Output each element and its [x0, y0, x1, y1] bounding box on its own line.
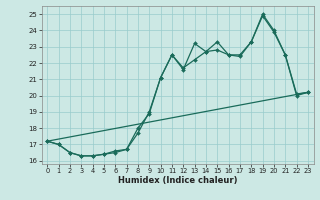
X-axis label: Humidex (Indice chaleur): Humidex (Indice chaleur) — [118, 176, 237, 185]
